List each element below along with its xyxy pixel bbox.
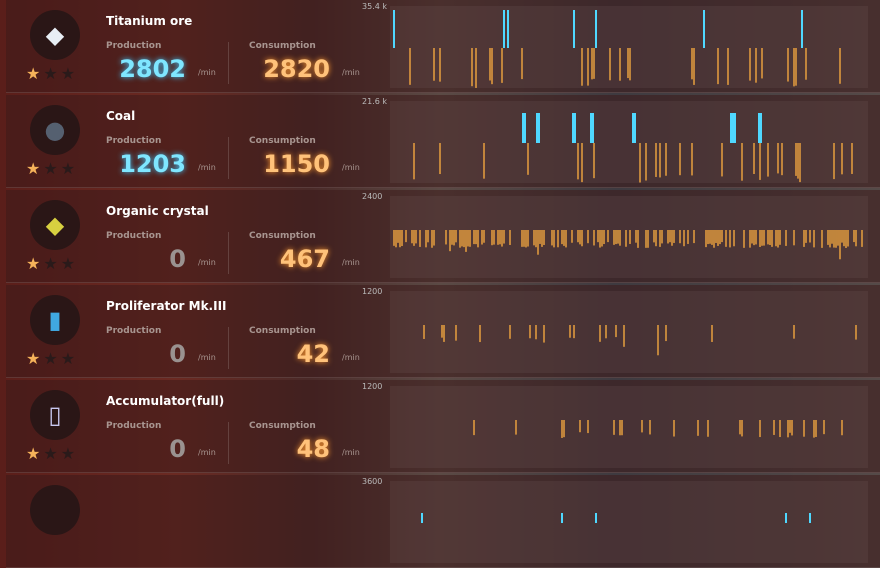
titanium-ore-icon: ◆	[30, 10, 80, 60]
production-chart[interactable]	[390, 481, 868, 563]
consumption-label: Consumption	[249, 136, 316, 146]
production-label: Production	[106, 421, 162, 431]
production-unit: /min	[198, 258, 216, 267]
chart-max-label: 1200	[362, 287, 383, 296]
chart-max-label: 35.4 k	[362, 2, 387, 11]
consumption-value: 2820	[263, 55, 330, 83]
production-unit: /min	[198, 163, 216, 172]
consumption-value: 1150	[263, 150, 330, 178]
consumption-unit: /min	[342, 353, 360, 362]
consumption-label: Consumption	[249, 421, 316, 431]
production-unit: /min	[198, 353, 216, 362]
coal-icon: ●	[30, 105, 80, 155]
item-name: Organic crystal	[106, 204, 209, 218]
production-label: Production	[106, 136, 162, 146]
item-row[interactable]: ▮ ★ ★ ★ Proliferator Mk.III Production 0 /…	[6, 285, 880, 378]
consumption-unit: /min	[342, 448, 360, 457]
production-label: Production	[106, 231, 162, 241]
star-icon[interactable]: ★	[60, 159, 76, 178]
star-rating[interactable]: ★ ★ ★	[26, 254, 75, 273]
production-value: 0	[169, 245, 186, 273]
divider	[228, 327, 229, 369]
production-chart[interactable]	[390, 6, 868, 88]
star-icon[interactable]: ★	[60, 254, 76, 273]
consumption-label: Consumption	[249, 326, 316, 336]
accumulator-icon: ▯	[30, 390, 80, 440]
star-rating[interactable]: ★ ★ ★	[26, 349, 75, 368]
star-icon[interactable]: ★	[26, 444, 41, 463]
consumption-label: Consumption	[249, 41, 316, 51]
consumption-label: Consumption	[249, 231, 316, 241]
production-chart[interactable]	[390, 291, 868, 373]
production-chart[interactable]	[390, 386, 868, 468]
production-value: 0	[169, 340, 186, 368]
item-icon	[30, 485, 80, 535]
star-icon[interactable]: ★	[26, 349, 41, 368]
item-row[interactable]: 3600	[6, 475, 880, 568]
star-icon[interactable]: ★	[26, 64, 41, 83]
production-value: 2802	[119, 55, 186, 83]
star-icon[interactable]: ★	[43, 64, 58, 83]
star-icon[interactable]: ★	[43, 444, 58, 463]
item-name: Titanium ore	[106, 14, 193, 28]
item-name: Coal	[106, 109, 136, 123]
production-label: Production	[106, 326, 162, 336]
star-icon[interactable]: ★	[26, 254, 41, 273]
divider	[228, 137, 229, 179]
star-rating[interactable]: ★ ★ ★	[26, 444, 75, 463]
star-icon[interactable]: ★	[43, 349, 58, 368]
divider	[228, 42, 229, 84]
item-row[interactable]: ▯ ★ ★ ★ Accumulator(full) Production 0 /mi…	[6, 380, 880, 473]
item-row[interactable]: ● ★ ★ ★ Coal Production 1203 /min Consumpt…	[6, 95, 880, 188]
item-name: Proliferator Mk.III	[106, 299, 227, 313]
item-name: Accumulator(full)	[106, 394, 225, 408]
production-label: Production	[106, 41, 162, 51]
organic-crystal-icon: ◆	[30, 200, 80, 250]
proliferator-icon: ▮	[30, 295, 80, 345]
production-unit: /min	[198, 68, 216, 77]
consumption-value: 48	[296, 435, 330, 463]
production-value: 1203	[119, 150, 186, 178]
chart-max-label: 21.6 k	[362, 97, 387, 106]
chart-max-label: 1200	[362, 382, 383, 391]
item-row[interactable]: ◆ ★ ★ ★ Organic crystal Production 0 /min …	[6, 190, 880, 283]
consumption-unit: /min	[342, 163, 360, 172]
production-unit: /min	[198, 448, 216, 457]
star-icon[interactable]: ★	[60, 64, 76, 83]
star-icon[interactable]: ★	[60, 444, 76, 463]
star-icon[interactable]: ★	[60, 349, 76, 368]
consumption-unit: /min	[342, 258, 360, 267]
star-rating[interactable]: ★ ★ ★	[26, 64, 75, 83]
chart-max-label: 2400	[362, 192, 383, 201]
consumption-value: 467	[279, 245, 330, 273]
production-chart[interactable]	[390, 101, 868, 183]
star-icon[interactable]: ★	[43, 159, 58, 178]
consumption-unit: /min	[342, 68, 360, 77]
production-chart[interactable]	[390, 196, 868, 278]
star-rating[interactable]: ★ ★ ★	[26, 159, 75, 178]
chart-max-label: 3600	[362, 477, 383, 486]
consumption-value: 42	[296, 340, 330, 368]
star-icon[interactable]: ★	[26, 159, 41, 178]
item-row[interactable]: ◆ ★ ★ ★ Titanium ore Production 2802 /min …	[6, 0, 880, 93]
divider	[228, 232, 229, 274]
divider	[228, 422, 229, 464]
production-value: 0	[169, 435, 186, 463]
star-icon[interactable]: ★	[43, 254, 58, 273]
